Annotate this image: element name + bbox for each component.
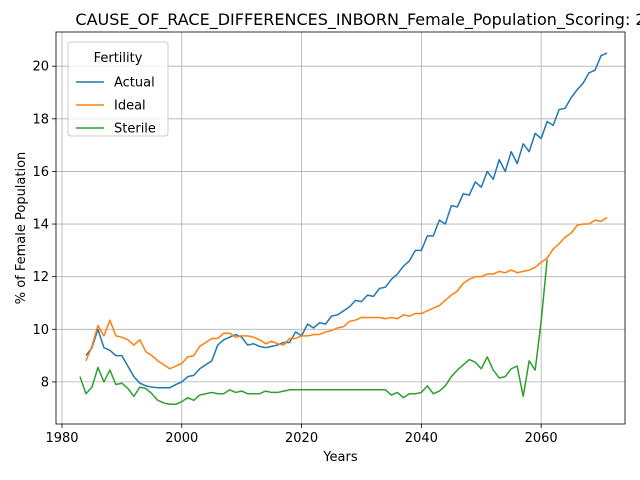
legend-title: Fertility bbox=[94, 51, 143, 66]
x-tick-label: 2020 bbox=[285, 431, 318, 446]
x-tick-label: 2000 bbox=[165, 431, 198, 446]
y-axis-label: % of Female Population bbox=[14, 152, 29, 305]
legend-box bbox=[67, 41, 169, 137]
x-tick-label: 2040 bbox=[405, 431, 438, 446]
legend-label-ideal: Ideal bbox=[114, 99, 146, 114]
series-lines bbox=[79, 52, 608, 406]
y-tick-label: 16 bbox=[32, 165, 49, 180]
legend-label-actual: Actual bbox=[114, 76, 155, 91]
y-tick-label: 14 bbox=[32, 218, 49, 233]
y-tick-label: 20 bbox=[32, 60, 49, 75]
series-line-ideal bbox=[85, 216, 608, 370]
plot-frame bbox=[55, 31, 626, 425]
axis-ticks: 1980 2000 2020 2040 2060 8 10 12 14 16 18 20 bbox=[32, 60, 557, 446]
x-tick-label: 2060 bbox=[525, 431, 558, 446]
series-line-actual bbox=[85, 52, 608, 389]
chart-title: CAUSE_OF_RACE_DIFFERENCES_INBORN_Female_… bbox=[75, 10, 640, 30]
legend: Fertility Actual Ideal Sterile bbox=[67, 41, 169, 137]
legend-label-sterile: Sterile bbox=[114, 122, 156, 137]
grid-lines bbox=[56, 32, 625, 424]
y-tick-label: 12 bbox=[32, 270, 49, 285]
y-tick-label: 18 bbox=[32, 112, 49, 127]
series-line-sterile bbox=[79, 259, 548, 406]
x-axis-label: Years bbox=[322, 450, 358, 465]
y-tick-label: 10 bbox=[32, 323, 49, 338]
x-tick-label: 1980 bbox=[45, 431, 78, 446]
y-tick-label: 8 bbox=[41, 375, 49, 390]
